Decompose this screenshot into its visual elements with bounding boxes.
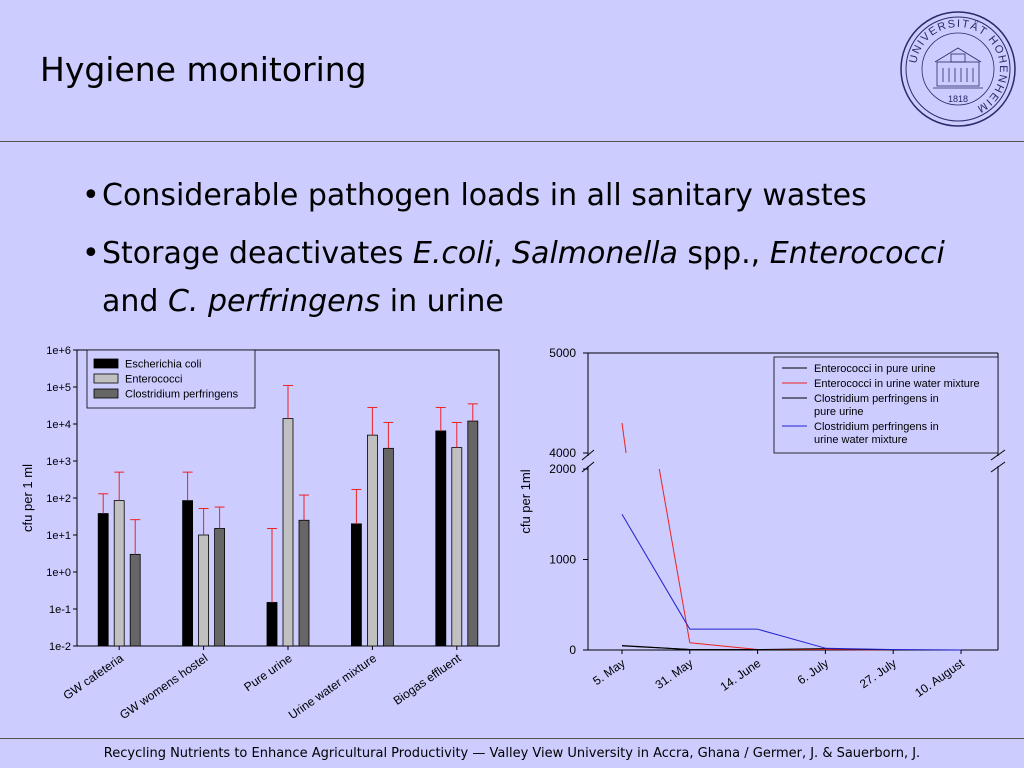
bullet-text-part: in urine — [380, 284, 504, 319]
axis-break-gap — [576, 456, 1011, 466]
page-title: Hygiene monitoring — [40, 50, 367, 89]
axis-break-mark — [990, 461, 1006, 473]
series-line — [621, 513, 691, 630]
series-line — [757, 648, 826, 651]
axis-break-mark — [990, 449, 1006, 461]
bullet-text-part: Enterococci — [769, 236, 945, 271]
y-tick-label: 1e-2 — [49, 641, 71, 653]
axis-break-mark — [581, 461, 595, 473]
legend-swatch — [93, 373, 119, 384]
legend-label: Escherichia coli — [125, 359, 201, 371]
legend-label: Clostridium perfringens — [125, 389, 239, 401]
bullet-text-part: Considerable pathogen loads in all sanit… — [102, 178, 867, 213]
bullet-text: Considerable pathogen loads in all sanit… — [102, 178, 867, 213]
series-line — [825, 647, 894, 651]
y-tick-label: 4000 — [549, 446, 576, 460]
y-tick-label: 1e+2 — [46, 493, 71, 505]
university-seal-icon: UNIVERSITÄT HOHENHEIM 1818 — [900, 11, 1016, 127]
legend-label: Clostridium perfringens in pure urine — [814, 393, 939, 418]
x-tick-label: 5. May — [590, 656, 628, 688]
bullet-text-part: spp., — [677, 236, 770, 271]
y-tick-label: 5000 — [549, 346, 576, 360]
series-line — [689, 642, 758, 651]
y-tick-label: 1e+1 — [46, 530, 71, 542]
bullet-text-part: C. perfringens — [167, 284, 381, 319]
y-tick-label: 1e+5 — [46, 382, 71, 394]
x-tick-label: 6. July — [795, 656, 831, 687]
x-tick-label: 14. June — [718, 656, 764, 694]
axis-break-mark — [581, 449, 595, 461]
y-axis-label: cfu per 1 ml — [20, 464, 35, 532]
legend-label: Enterococci in pure urine — [814, 363, 936, 375]
bullet-dot: • — [82, 236, 100, 271]
header-divider — [0, 141, 1024, 142]
bullet-text-part: , — [492, 236, 513, 271]
bullet-item: • Considerable pathogen loads in all san… — [82, 172, 1002, 220]
bullet-item: • Storage deactivates E.coli, Salmonella… — [82, 230, 1002, 326]
y-tick-label: 1e+6 — [46, 345, 71, 357]
bullet-dot: • — [82, 178, 100, 213]
y-axis-label: cfu per 1ml — [518, 469, 533, 533]
y-tick-label: 1e+3 — [46, 456, 71, 468]
x-tick-label: 27. July — [857, 656, 899, 691]
legend-label: Enterococci in urine water mixture — [814, 378, 980, 390]
bullet-text-part: Salmonella — [512, 236, 678, 271]
bullet-text-part: Storage deactivates — [102, 236, 413, 271]
legend-swatch — [93, 388, 119, 399]
series-line — [757, 628, 826, 649]
y-tick-label: 1e+4 — [46, 419, 71, 431]
footer-text: Recycling Nutrients to Enhance Agricultu… — [103, 746, 921, 761]
y-tick-label: 1000 — [549, 553, 576, 567]
series-line — [621, 644, 690, 651]
y-tick-label: 1e+0 — [46, 567, 71, 579]
legend-label: Clostridium perfringens in urine water mi… — [814, 421, 939, 446]
legend-label: Enterococci — [125, 374, 182, 386]
y-tick-label: 1e-1 — [49, 604, 71, 616]
x-tick-label: 10. August — [912, 656, 967, 700]
bullet-list: • Considerable pathogen loads in all san… — [82, 172, 1002, 326]
legend-box — [773, 356, 999, 454]
seal-year: 1818 — [948, 94, 968, 104]
legend-swatch — [93, 358, 119, 369]
series-line — [658, 468, 691, 643]
bullet-text-part: E.coli — [412, 236, 493, 271]
bullet-text-part: and — [102, 284, 168, 319]
bullet-text: Storage deactivates E.coli, Salmonella s… — [102, 236, 945, 319]
footer-divider — [0, 738, 1024, 739]
x-tick-label: 31. May — [653, 656, 696, 692]
y-tick-label: 2000 — [549, 462, 576, 476]
series-line — [621, 422, 627, 454]
y-tick-label: 0 — [569, 643, 576, 657]
